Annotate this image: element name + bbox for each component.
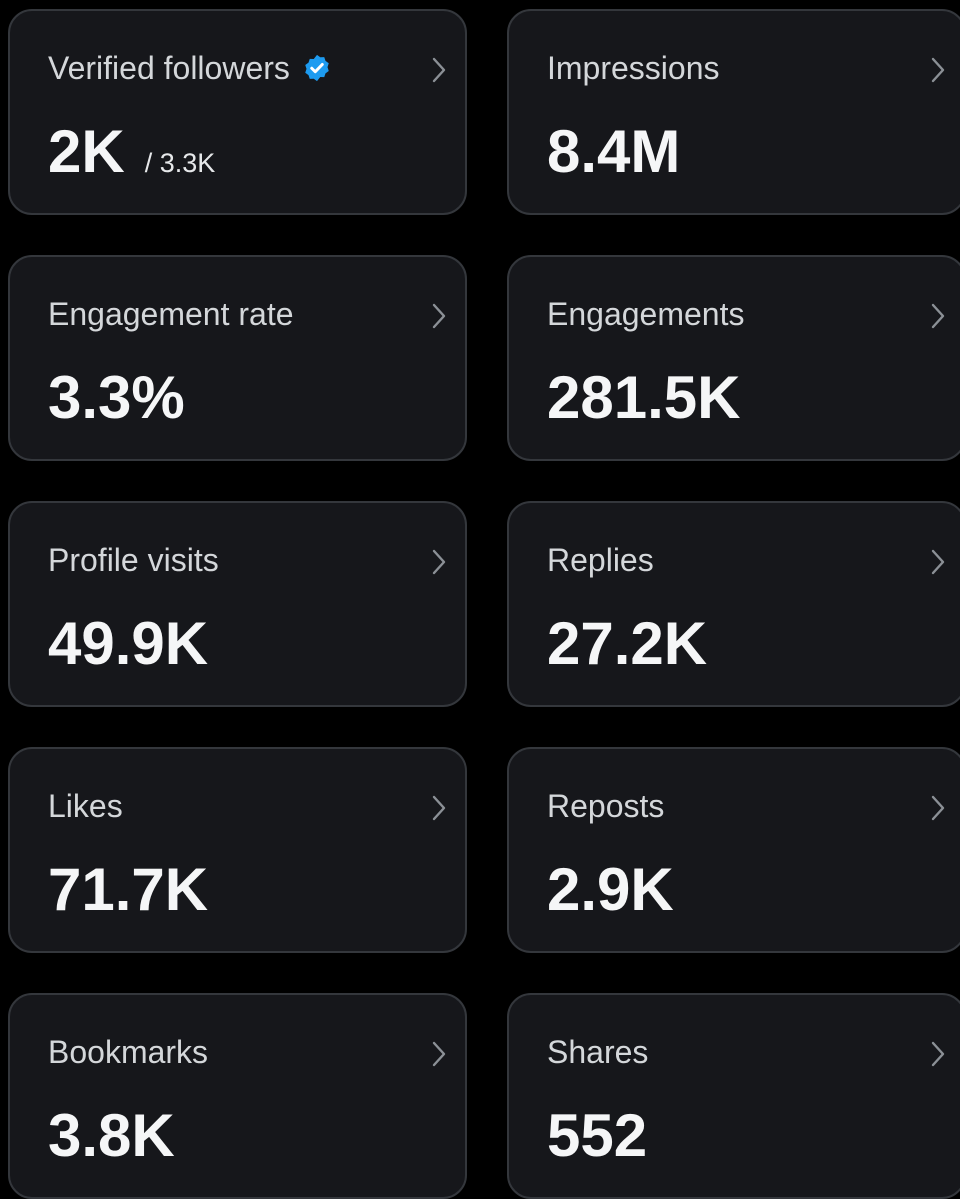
metric-value-row: 281.5K	[547, 365, 740, 431]
metric-value: 2K	[48, 118, 125, 185]
metric-card[interactable]: Shares 552	[507, 993, 960, 1199]
metric-card[interactable]: Replies 27.2K	[507, 501, 960, 707]
metric-label: Profile visits	[48, 542, 219, 578]
metric-label: Verified followers	[48, 50, 290, 86]
chevron-icon	[432, 1041, 446, 1067]
metric-value: 3.3%	[48, 364, 185, 431]
chevron-icon	[432, 549, 446, 575]
chevron-icon	[432, 303, 446, 329]
metric-card[interactable]: Engagement rate 3.3%	[8, 255, 467, 461]
metric-label: Engagements	[547, 296, 745, 332]
metric-label-row: Engagements	[547, 294, 744, 334]
metric-label-row: Shares	[547, 1032, 648, 1072]
metric-label-row: Engagement rate	[48, 294, 294, 334]
chevron-icon	[931, 1041, 945, 1067]
metric-value-row: 71.7K	[48, 857, 208, 923]
metric-label: Likes	[48, 788, 123, 824]
chevron-icon	[931, 795, 945, 821]
metric-value: 552	[547, 1102, 648, 1169]
metric-value: 49.9K	[48, 610, 209, 677]
chevron-icon	[931, 303, 945, 329]
metric-label: Impressions	[547, 50, 720, 86]
chevron-icon	[931, 549, 945, 575]
verified-badge	[305, 54, 329, 82]
chevron-icon	[931, 57, 945, 83]
metric-card[interactable]: Profile visits 49.9K	[8, 501, 467, 707]
metric-card[interactable]: Impressions 8.4M	[507, 9, 960, 215]
metric-label: Engagement rate	[48, 296, 294, 332]
chevron-icon	[432, 57, 446, 83]
chevron-icon	[432, 795, 446, 821]
metric-card[interactable]: Verified followers 2K / 3.3K	[8, 9, 467, 215]
metric-label-row: Reposts	[547, 786, 664, 826]
metric-value-row: 8.4M	[547, 119, 680, 185]
metric-value: 71.7K	[48, 856, 209, 923]
metric-card[interactable]: Engagements 281.5K	[507, 255, 960, 461]
metric-value-row: 49.9K	[48, 611, 208, 677]
metric-label-row: Bookmarks	[48, 1032, 208, 1072]
metric-label-row: Verified followers	[48, 48, 332, 88]
metric-label-row: Profile visits	[48, 540, 219, 580]
metric-label-row: Likes	[48, 786, 123, 826]
metric-label: Shares	[547, 1034, 649, 1070]
metric-value-row: 552	[547, 1103, 647, 1169]
metric-label: Replies	[547, 542, 654, 578]
metric-value-row: 3.8K	[48, 1103, 175, 1169]
metric-label-row: Impressions	[547, 48, 720, 88]
metric-value-row: 2K / 3.3K	[48, 119, 215, 185]
metric-secondary: / 3.3K	[144, 148, 216, 178]
metric-value: 2.9K	[547, 856, 674, 923]
metric-value-row: 27.2K	[547, 611, 707, 677]
metric-card[interactable]: Bookmarks 3.8K	[8, 993, 467, 1199]
metric-value: 3.8K	[48, 1102, 175, 1169]
metric-value: 27.2K	[547, 610, 708, 677]
metric-label-row: Replies	[547, 540, 654, 580]
metric-label: Reposts	[547, 788, 665, 824]
metric-card[interactable]: Likes 71.7K	[8, 747, 467, 953]
metric-value-row: 2.9K	[547, 857, 674, 923]
metric-value: 281.5K	[547, 364, 741, 431]
metric-card[interactable]: Reposts 2.9K	[507, 747, 960, 953]
metric-label: Bookmarks	[48, 1034, 209, 1070]
metric-value: 8.4M	[547, 118, 681, 185]
metric-value-row: 3.3%	[48, 365, 185, 431]
